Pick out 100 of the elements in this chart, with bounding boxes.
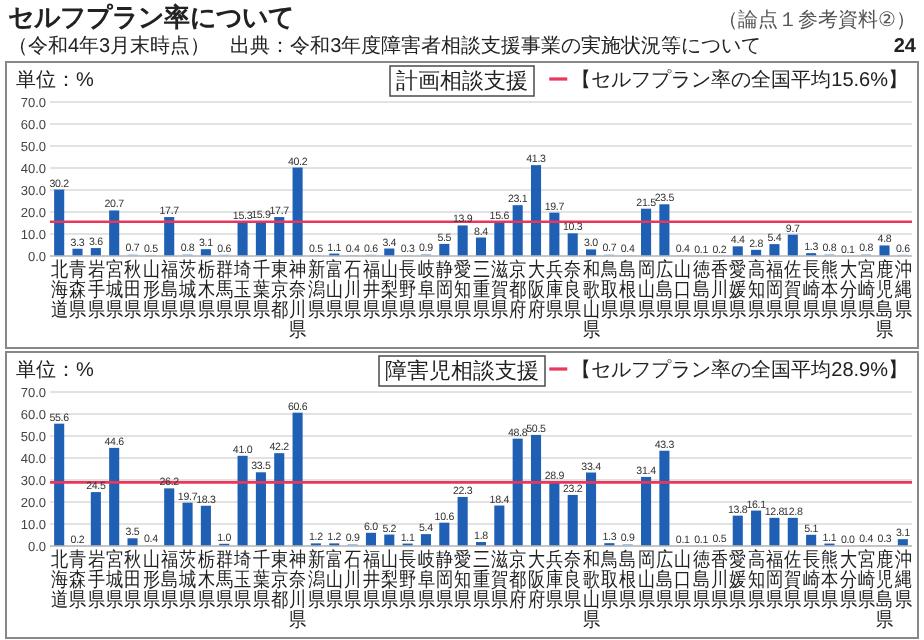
x-tick-label: 埼玉県 [232, 548, 251, 611]
x-tick-label: 北海道 [50, 548, 68, 611]
x-tick-label: 高知県 [747, 548, 765, 611]
x-tick-label: 福井県 [362, 548, 380, 611]
x-tick-label: 和歌山県 [582, 258, 600, 341]
x-tick-label: 島根県 [619, 548, 637, 611]
x-tick-label: 茨城県 [177, 258, 196, 321]
x-tick-label: 福岡県 [766, 548, 783, 611]
x-tick-label: 神奈川県 [289, 548, 306, 631]
chart-title: 計画相談支援 [396, 68, 528, 94]
x-tick-label: 岡山県 [637, 548, 655, 611]
x-tick-label: 岩手県 [87, 548, 105, 611]
x-tick-label: 宮崎県 [857, 548, 875, 611]
x-tick-label: 石川県 [344, 258, 361, 321]
legend-label: 【セルフプラン率の全国平均28.9%】 [571, 358, 908, 382]
text: セルフプラン率について [8, 2, 294, 32]
x-tick-label: 群馬県 [214, 548, 233, 611]
x-tick-label: 鹿児島県 [876, 258, 893, 341]
x-tick-label: 東京都 [270, 548, 288, 611]
x-tick-label: 佐賀県 [784, 548, 802, 611]
x-tick-label: 富山県 [325, 548, 343, 611]
text: 単位：% [16, 68, 94, 92]
x-tick-label: 福岡県 [766, 258, 783, 321]
x-tick-label: 長野県 [399, 548, 416, 611]
x-tick-label: 鹿児島県 [876, 548, 893, 631]
x-tick-label: 島根県 [619, 258, 637, 321]
x-tick-label: 静岡県 [436, 548, 453, 611]
x-tick-label: 大阪府 [527, 258, 545, 321]
x-tick-label: 鳥取県 [599, 548, 618, 611]
x-tick-label: 佐賀県 [784, 258, 802, 321]
x-tick-label: 熊本県 [821, 258, 838, 321]
x-tick-label: 秋田県 [124, 258, 141, 321]
x-tick-label: 山梨県 [381, 258, 398, 321]
x-tick-label: 兵庫県 [546, 258, 563, 321]
x-tick-label: 宮崎県 [857, 258, 875, 321]
x-tick-label: 沖縄県 [892, 548, 912, 611]
x-tick-label: 山口県 [674, 258, 692, 321]
x-tick-label: 熊本県 [821, 548, 838, 611]
x-tick-label: 高知県 [747, 258, 765, 321]
x-tick-label: 京都府 [509, 258, 526, 321]
x-tick-label: 福島県 [160, 548, 178, 611]
x-tick-label: 愛媛県 [729, 548, 747, 611]
x-tick-label: 青森県 [69, 258, 86, 321]
x-tick-label: 福井県 [362, 258, 380, 321]
x-tick-label: 岡山県 [637, 258, 655, 321]
x-tick-label: 三重県 [472, 548, 490, 611]
x-tick-label: 群馬県 [214, 258, 233, 321]
x-tick-label: 宮城県 [104, 258, 123, 321]
x-tick-label: 滋賀県 [491, 258, 508, 321]
x-tick-label: 山形県 [142, 258, 160, 321]
x-tick-label: 神奈川県 [289, 258, 306, 341]
x-tick-label: 千葉県 [252, 548, 270, 611]
x-tick-label: 福島県 [160, 258, 178, 321]
x-tick-label: 大分県 [839, 258, 857, 321]
x-tick-label: 長崎県 [802, 548, 820, 611]
x-tick-label: 鳥取県 [599, 258, 618, 321]
x-tick-label: 兵庫県 [546, 548, 563, 611]
x-tick-label: 新潟県 [307, 548, 325, 611]
x-tick-label: 静岡県 [436, 258, 453, 321]
x-tick-label: 長崎県 [802, 258, 820, 321]
x-tick-label: 山形県 [142, 548, 160, 611]
x-tick-label: 岐阜県 [417, 258, 435, 321]
x-tick-label: 愛知県 [454, 548, 471, 611]
x-tick-label: 徳島県 [692, 548, 710, 611]
x-tick-label: 山梨県 [381, 548, 398, 611]
x-tick-label: 広島県 [656, 548, 673, 611]
x-tick-label: 愛媛県 [729, 258, 747, 321]
x-tick-label: 三重県 [472, 258, 490, 321]
x-tick-label: 大阪府 [527, 548, 545, 611]
x-tick-label: 香川県 [711, 548, 728, 611]
chart-title: 障害児相談支援 [385, 358, 539, 384]
x-tick-label: 東京都 [270, 258, 288, 321]
x-tick-label: 宮城県 [104, 548, 123, 611]
x-tick-label: 徳島県 [692, 258, 710, 321]
x-tick-label: 愛知県 [454, 258, 471, 321]
x-tick-label: 茨城県 [177, 548, 196, 611]
text: （令和4年3月末時点） 出典：令和3年度障害者相談支援事業の実施状況等について [8, 34, 762, 58]
text: 単位：% [16, 358, 94, 382]
x-tick-label: 北海道 [50, 258, 68, 321]
x-tick-label: 青森県 [69, 548, 86, 611]
x-tick-label: 奈良県 [564, 548, 581, 611]
x-tick-label: 岐阜県 [417, 548, 435, 611]
x-tick-label: 栃木県 [197, 258, 215, 321]
x-tick-label: 富山県 [325, 258, 343, 321]
x-tick-label: 栃木県 [197, 548, 215, 611]
x-tick-label: 沖縄県 [892, 258, 912, 321]
legend-label: 【セルフプラン率の全国平均15.6%】 [571, 68, 908, 92]
x-tick-label: 長野県 [399, 258, 416, 321]
x-tick-label: 新潟県 [307, 258, 325, 321]
text: （論点１参考資料②） [718, 8, 916, 32]
text: 24 [893, 36, 917, 58]
x-tick-label: 和歌山県 [582, 548, 600, 631]
x-tick-label: 京都府 [509, 548, 526, 611]
x-tick-label: 奈良県 [564, 258, 581, 321]
x-tick-label: 石川県 [344, 548, 361, 611]
x-tick-label: 埼玉県 [232, 258, 251, 321]
x-tick-label: 香川県 [711, 258, 728, 321]
x-tick-label: 滋賀県 [491, 548, 508, 611]
x-tick-label: 大分県 [839, 548, 857, 611]
x-tick-label: 秋田県 [124, 548, 141, 611]
